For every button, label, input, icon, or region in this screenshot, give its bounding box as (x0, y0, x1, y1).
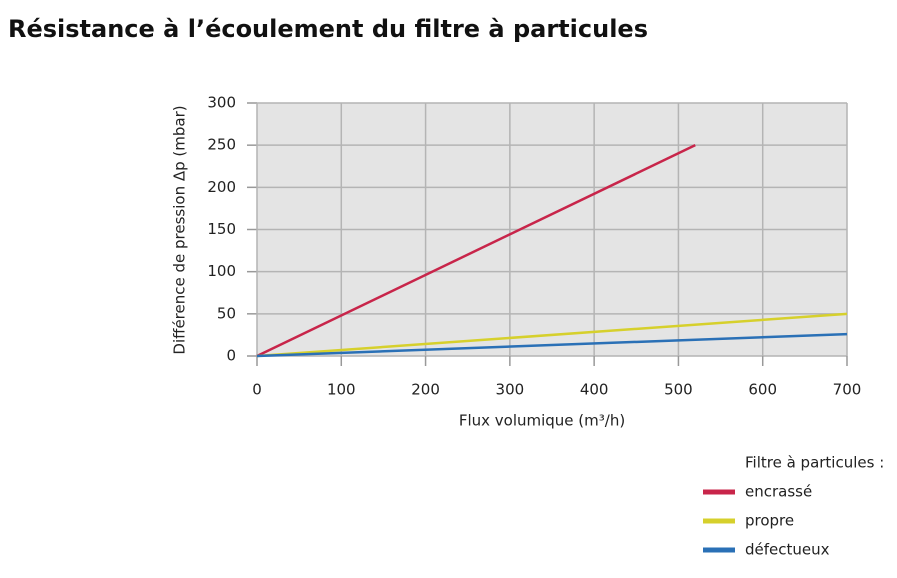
legend-label: encrassé (745, 483, 812, 501)
y-tick-label: 150 (207, 220, 236, 238)
series-line (256, 332, 848, 358)
series-line (256, 144, 696, 358)
y-tick-label: 300 (207, 94, 236, 112)
legend-label: défectueux (745, 541, 830, 559)
x-tick-label: 100 (327, 381, 356, 399)
x-tick-label: 400 (580, 381, 609, 399)
y-tick-label: 50 (217, 304, 236, 322)
x-axis-label: Flux volumique (m³/h) (459, 412, 625, 430)
legend-title: Filtre à particules : (745, 454, 884, 472)
x-tick-label: 0 (252, 381, 262, 399)
y-tick-label: 200 (207, 178, 236, 196)
y-tick-label: 0 (226, 347, 236, 365)
x-tick-label: 500 (664, 381, 693, 399)
chart-title: Résistance à l’écoulement du filtre à pa… (8, 15, 648, 43)
legend-label: propre (745, 512, 794, 530)
x-tick-label: 700 (833, 381, 862, 399)
x-tick-label: 300 (496, 381, 525, 399)
x-tick-label: 600 (748, 381, 777, 399)
series-line (256, 312, 848, 358)
x-tick-label: 200 (411, 381, 440, 399)
y-tick-label: 100 (207, 262, 236, 280)
y-axis-label: Différence de pression Δp (mbar) (171, 105, 189, 354)
y-tick-label: 250 (207, 136, 236, 154)
